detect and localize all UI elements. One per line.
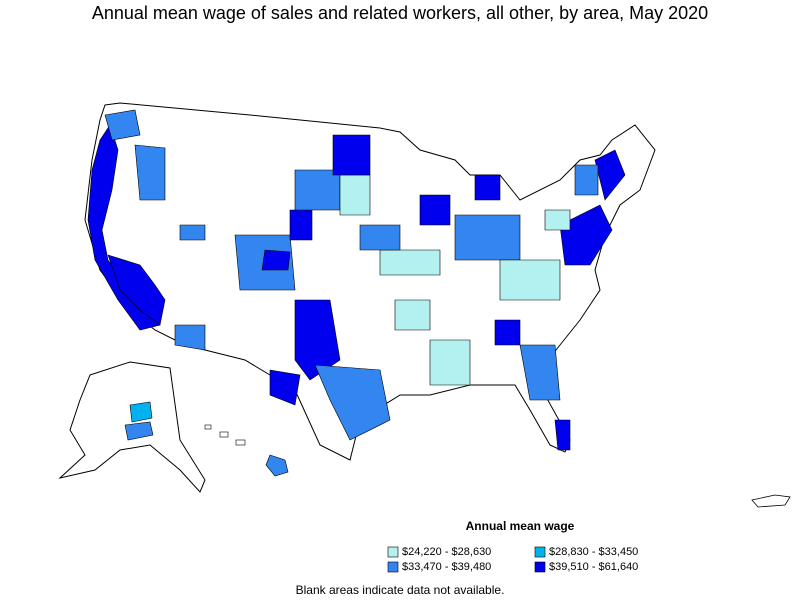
legend-title: Annual mean wage (466, 519, 575, 533)
legend-label: $28,830 - $33,450 (549, 546, 638, 558)
legend-label: $24,220 - $28,630 (402, 546, 491, 558)
map (58, 102, 791, 508)
wage-area (314, 364, 391, 441)
wage-area (594, 149, 626, 201)
wage-area (134, 144, 166, 201)
legend-swatch (534, 546, 546, 558)
wage-area (124, 421, 154, 441)
wage-area (544, 209, 571, 231)
wage-area (454, 214, 521, 261)
legend-label: $39,510 - $61,640 (549, 561, 638, 573)
legend-label: $33,470 - $39,480 (402, 561, 491, 573)
wage-area (104, 109, 141, 141)
wage-area (494, 319, 521, 346)
wage-area (129, 401, 153, 423)
wage-area (269, 369, 301, 406)
legend-swatch (387, 546, 399, 558)
wage-area (394, 299, 431, 331)
wage-area (359, 224, 401, 251)
legend-swatch (387, 561, 399, 573)
legend-swatch (534, 561, 546, 573)
wage-area (174, 324, 206, 351)
wage-area (419, 194, 451, 226)
wage-area (294, 169, 341, 211)
puerto-rico (751, 494, 791, 508)
wage-area (379, 249, 441, 276)
wage-area (332, 134, 371, 176)
wage-area (499, 259, 561, 301)
wage-area (574, 164, 599, 196)
wage-area (107, 254, 166, 326)
wage-area (519, 344, 561, 401)
wage-area (179, 224, 206, 241)
wage-area (289, 209, 313, 241)
wage-area (429, 339, 471, 386)
wage-area (474, 174, 501, 201)
wage-area (339, 174, 371, 216)
areas (87, 109, 626, 451)
wage-area (261, 249, 291, 271)
map-title: Annual mean wage of sales and related wo… (92, 3, 708, 23)
wage-area (554, 419, 571, 451)
legend: $24,220 - $28,630 $28,830 - $33,450 $33,47… (387, 546, 638, 573)
wage-area (265, 454, 289, 477)
wage-area (559, 204, 613, 266)
footnote: Blank areas indicate data not available. (296, 583, 505, 597)
hawaii (204, 424, 289, 477)
